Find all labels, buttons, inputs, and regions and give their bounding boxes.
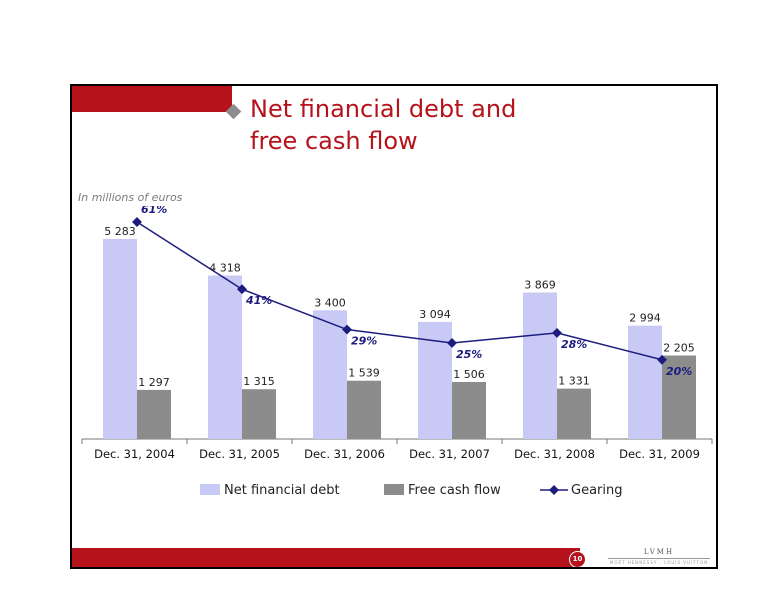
- units-note: In millions of euros: [78, 191, 183, 204]
- logo: LVMH MOËT HENNESSY . LOUIS VUITTON: [604, 548, 714, 565]
- label-free-cash-flow: 1 506: [453, 368, 485, 381]
- logo-text: LVMH: [643, 548, 675, 556]
- label-free-cash-flow: 1 297: [138, 376, 170, 389]
- legend-label-free-cash-flow: Free cash flow: [408, 483, 501, 498]
- label-net-financial-debt: 3 869: [524, 279, 556, 292]
- bar-net-financial-debt: [628, 325, 662, 439]
- label-free-cash-flow: 2 205: [663, 342, 695, 355]
- gearing-label: 61%: [141, 206, 167, 216]
- slide: Net financial debt and free cash flow In…: [70, 84, 718, 569]
- category-label: Dec. 31, 2004: [94, 447, 175, 461]
- gearing-line: [136, 221, 663, 361]
- page-number: 10: [569, 551, 586, 567]
- bar-free-cash-flow: [662, 355, 696, 439]
- category-label: Dec. 31, 2007: [409, 447, 490, 461]
- bar-free-cash-flow: [242, 389, 276, 439]
- label-free-cash-flow: 1 539: [348, 367, 380, 380]
- gearing-label: 29%: [351, 335, 377, 348]
- category-label: Dec. 31, 2006: [304, 447, 385, 461]
- bar-net-financial-debt: [313, 310, 347, 439]
- bar-free-cash-flow: [557, 388, 591, 439]
- gearing-label: 41%: [245, 294, 272, 307]
- slide-title: Net financial debt and free cash flow: [250, 95, 517, 155]
- legend-label-gearing: Gearing: [571, 483, 623, 498]
- legend-marker-gearing: [549, 485, 559, 495]
- gearing-point: [132, 217, 142, 227]
- bar-free-cash-flow: [137, 389, 171, 439]
- label-free-cash-flow: 1 315: [243, 375, 275, 388]
- legend-swatch-free-cash-flow: [384, 484, 404, 495]
- gearing-point: [657, 354, 667, 365]
- chart: 5 283 1 297 Dec. 31, 2004 4 318 1 315 Dec. 31…: [81, 206, 713, 498]
- bar-free-cash-flow: [347, 380, 381, 439]
- legend-label-net-financial-debt: Net financial debt: [224, 483, 340, 498]
- category-label: Dec. 31, 2005: [199, 447, 280, 461]
- logo-divider: [608, 558, 710, 559]
- label-free-cash-flow: 1 331: [558, 375, 590, 388]
- category-label: Dec. 31, 2008: [514, 447, 595, 461]
- logo-subtext: MOËT HENNESSY . LOUIS VUITTON: [609, 560, 709, 565]
- gearing-label: 20%: [666, 365, 692, 378]
- bar-net-financial-debt: [523, 292, 557, 439]
- bottom-accent-bar: [72, 548, 580, 567]
- legend-swatch-net-financial-debt: [200, 484, 220, 495]
- label-net-financial-debt: 4 318: [209, 262, 241, 275]
- bar-net-financial-debt: [208, 275, 242, 439]
- category-label: Dec. 31, 2009: [619, 447, 700, 461]
- bar-net-financial-debt: [103, 239, 137, 439]
- gearing-point: [237, 284, 247, 295]
- gearing-label: 28%: [561, 338, 587, 351]
- gearing-point: [552, 327, 562, 338]
- label-net-financial-debt: 3 400: [314, 296, 346, 309]
- label-net-financial-debt: 5 283: [104, 225, 136, 238]
- bar-free-cash-flow: [452, 381, 486, 439]
- top-accent-bar: [72, 86, 232, 112]
- label-net-financial-debt: 2 994: [629, 312, 661, 325]
- gearing-label: 25%: [456, 348, 482, 361]
- label-net-financial-debt: 3 094: [419, 308, 451, 321]
